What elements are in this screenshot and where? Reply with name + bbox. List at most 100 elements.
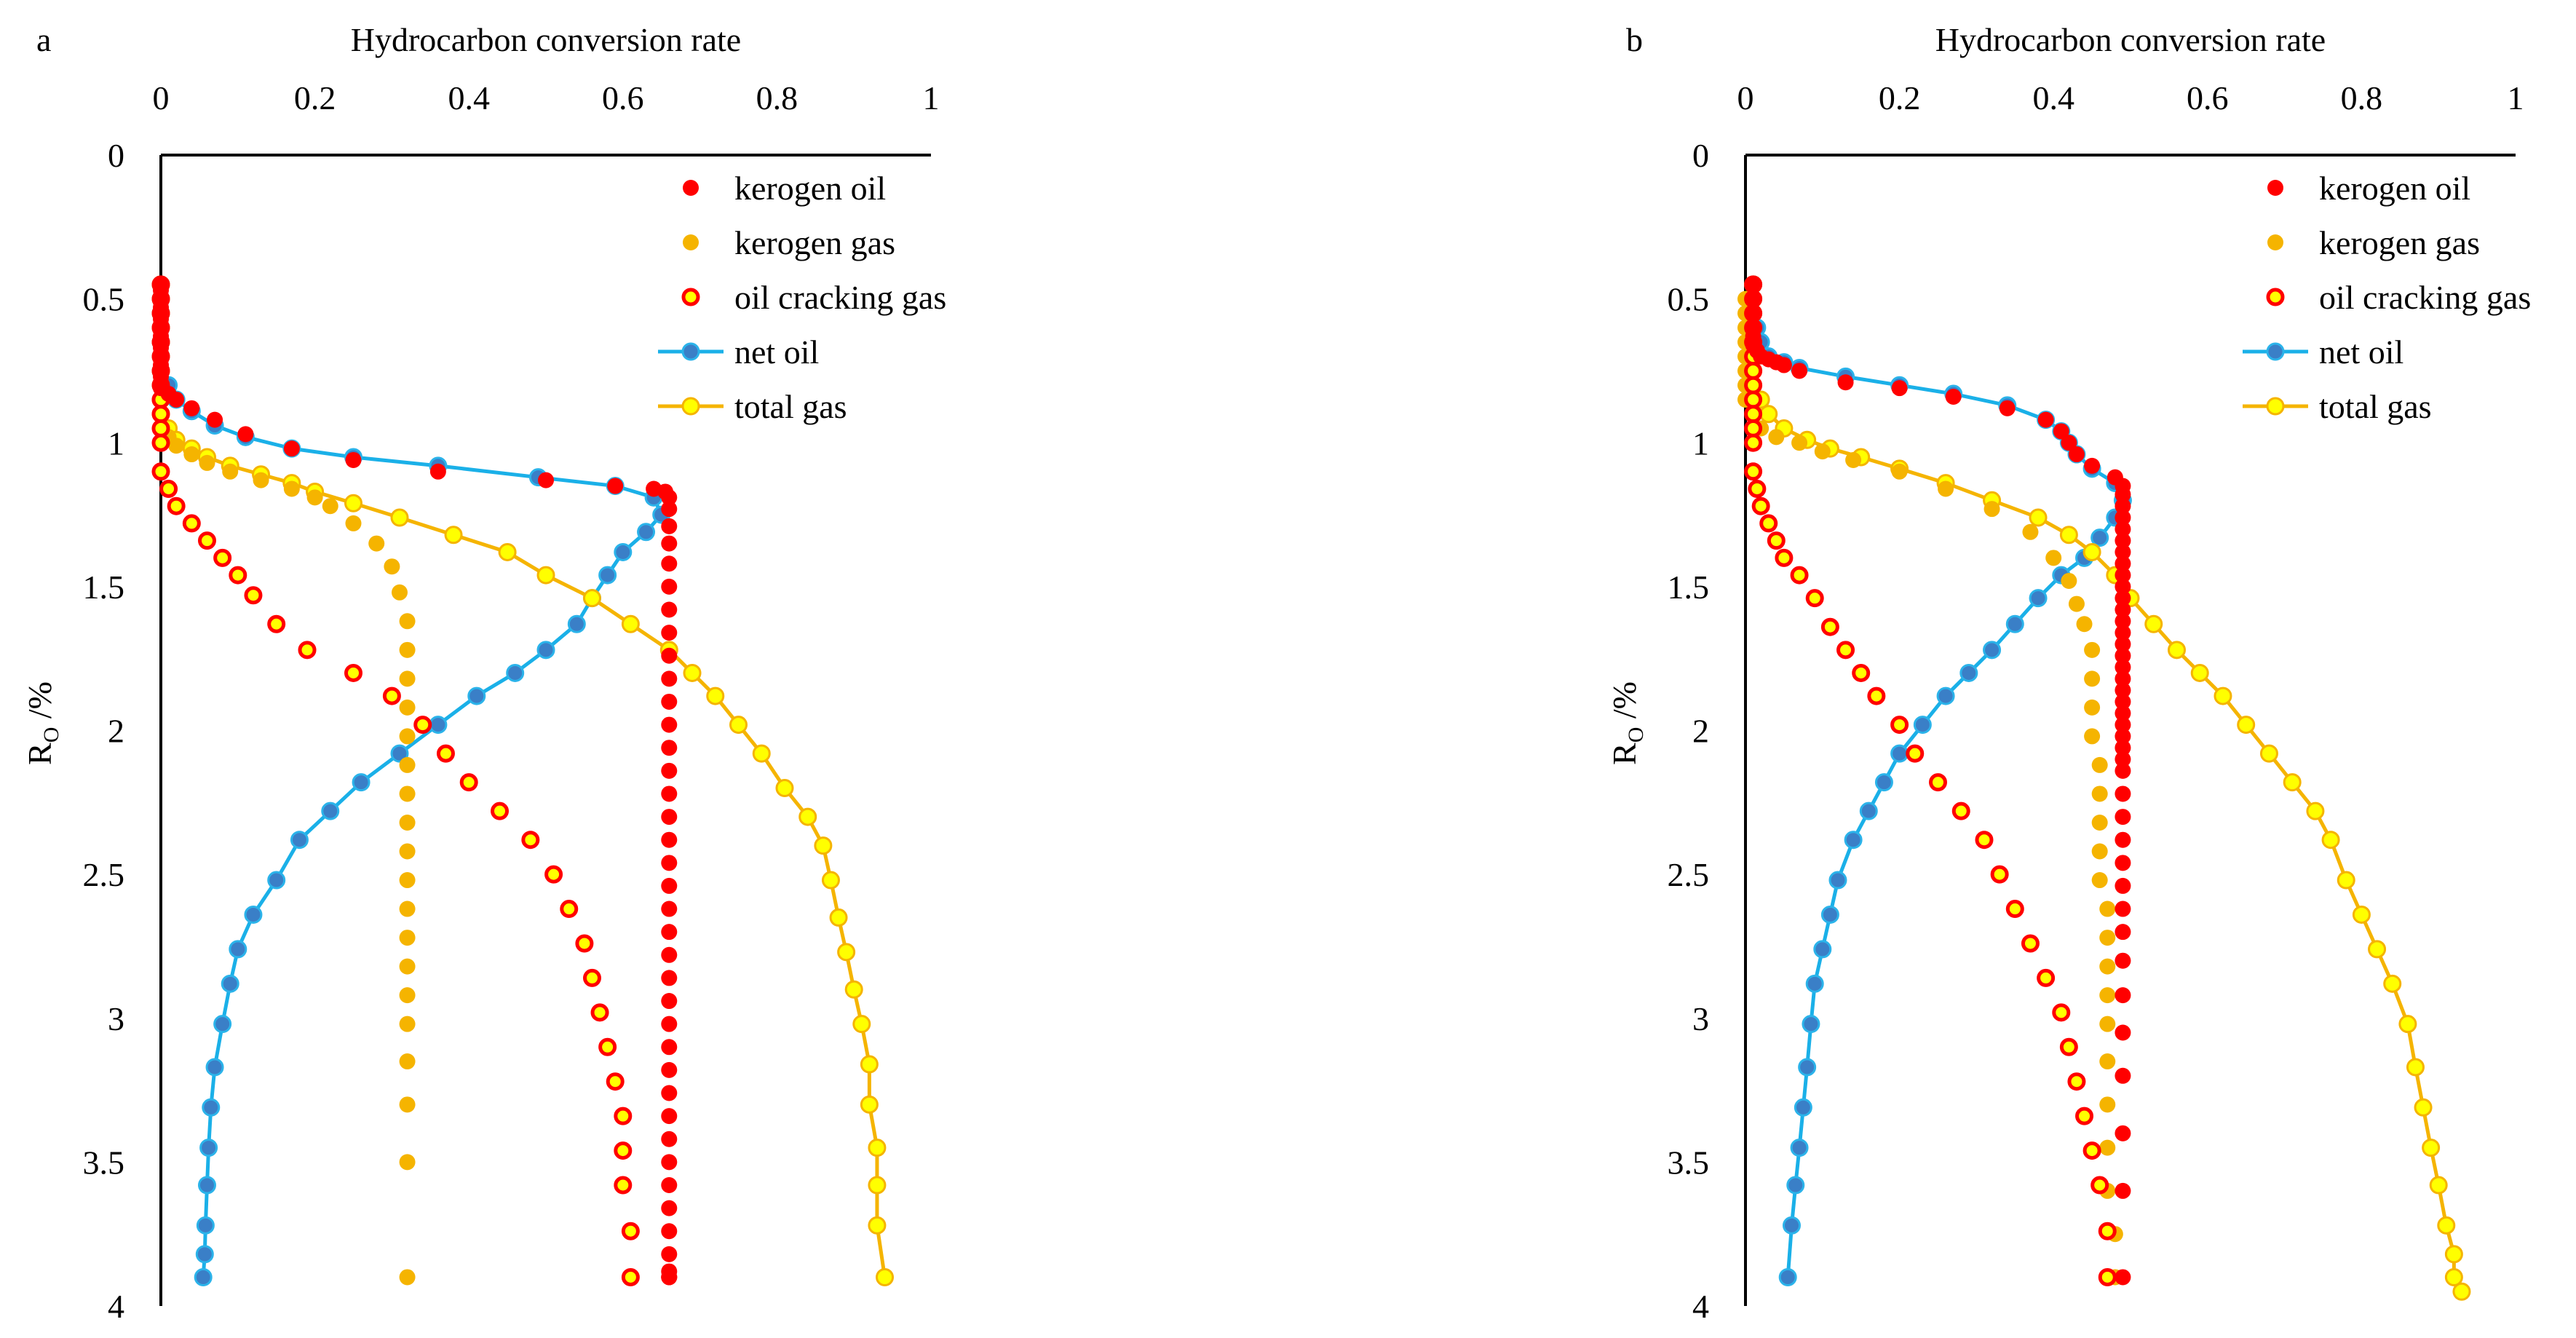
data-point: [2115, 785, 2131, 802]
data-point: [2076, 616, 2093, 633]
legend-item-kerogen-gas: kerogen gas: [2267, 224, 2480, 261]
data-point: [1778, 1267, 1797, 1286]
data-point: [661, 900, 678, 917]
data-point: [2115, 601, 2131, 618]
data-point: [2337, 871, 2355, 890]
data-point: [399, 958, 416, 975]
data-point: [2115, 809, 2131, 826]
y-tick-label: 2.5: [83, 856, 125, 893]
data-point: [399, 814, 416, 831]
data-point: [2398, 1015, 2417, 1034]
data-point: [661, 1269, 678, 1286]
data-point: [661, 1246, 678, 1262]
data-point: [290, 831, 309, 850]
data-point: [399, 641, 416, 658]
data-point: [2084, 728, 2101, 745]
data-point: [491, 801, 510, 820]
data-point: [399, 785, 416, 802]
data-point: [2068, 446, 2085, 463]
y-tick-label: 3: [108, 1000, 124, 1037]
data-point: [614, 542, 633, 561]
data-point: [229, 566, 247, 585]
data-point: [399, 670, 416, 687]
y-axis-title-main: R: [21, 743, 58, 765]
data-point: [1751, 496, 1770, 515]
data-point: [544, 865, 563, 884]
data-point: [298, 641, 317, 660]
data-point: [661, 1200, 678, 1216]
legend-marker: [681, 342, 700, 361]
data-point: [1837, 374, 1854, 391]
data-point: [2005, 614, 2024, 633]
data-point: [1951, 801, 1970, 820]
x-tick-label: 0.6: [2187, 79, 2229, 116]
data-point: [860, 1095, 879, 1114]
data-point: [1999, 400, 2016, 416]
legend-label: kerogen oil: [2319, 170, 2470, 207]
data-point: [2115, 486, 2131, 503]
y-tick-label: 0: [108, 137, 124, 174]
data-point: [2090, 529, 2109, 547]
legend-item-total-gas: total gas: [658, 388, 847, 425]
x-tick-label: 1: [2508, 79, 2524, 116]
data-point: [1782, 1216, 1801, 1235]
data-point: [2084, 670, 2101, 687]
data-point: [661, 924, 678, 941]
data-point: [2084, 641, 2101, 658]
data-point: [352, 773, 370, 792]
data-point: [2099, 1139, 2116, 1156]
data-point: [399, 756, 416, 773]
data-point: [244, 586, 263, 605]
data-point: [2321, 831, 2340, 850]
data-point: [1790, 566, 1809, 585]
data-point: [2167, 641, 2186, 660]
legend-label: kerogen oil: [734, 170, 886, 207]
data-point: [2115, 1182, 2131, 1199]
data-point: [2045, 550, 2062, 566]
data-point: [2214, 686, 2232, 705]
data-point: [2115, 987, 2131, 1004]
data-point: [322, 498, 338, 515]
data-point: [661, 601, 678, 618]
legend-item-kerogen-oil: kerogen oil: [683, 170, 886, 207]
data-point: [1805, 589, 1824, 608]
data-point: [560, 900, 579, 919]
data-point: [196, 1216, 215, 1235]
data-point: [321, 801, 340, 820]
data-point: [614, 1176, 633, 1195]
y-tick-label: 1: [108, 424, 124, 462]
legend-marker: [2267, 180, 2283, 196]
data-point: [1813, 940, 1832, 959]
data-point: [1983, 641, 2002, 660]
data-point: [598, 1037, 617, 1056]
data-point: [2115, 1269, 2131, 1286]
data-point: [2115, 728, 2131, 745]
data-point: [344, 663, 362, 682]
data-point: [2099, 1096, 2116, 1113]
data-point: [1913, 716, 1932, 735]
data-point: [2115, 578, 2131, 595]
data-point: [729, 716, 748, 735]
legend-item-net-oil: net oil: [658, 333, 819, 371]
data-point: [222, 463, 239, 480]
data-point: [814, 836, 833, 855]
x-axis-title: Hydrocarbon conversion rate: [351, 21, 741, 58]
data-point: [1852, 663, 1871, 682]
data-point: [2022, 523, 2039, 540]
data-point: [2091, 756, 2108, 773]
data-point: [151, 419, 170, 438]
data-point: [536, 566, 555, 585]
data-point: [868, 1216, 887, 1235]
data-point: [1759, 405, 1778, 424]
data-point: [195, 1245, 214, 1264]
data-point: [2091, 785, 2108, 802]
data-point: [2099, 958, 2116, 975]
data-point: [506, 663, 525, 682]
data-point: [536, 641, 555, 660]
data-point: [598, 566, 617, 585]
legend-label: net oil: [2319, 333, 2403, 371]
data-point: [538, 472, 554, 488]
data-point: [213, 1015, 232, 1034]
data-point: [2099, 1053, 2116, 1070]
data-point: [661, 993, 678, 1010]
